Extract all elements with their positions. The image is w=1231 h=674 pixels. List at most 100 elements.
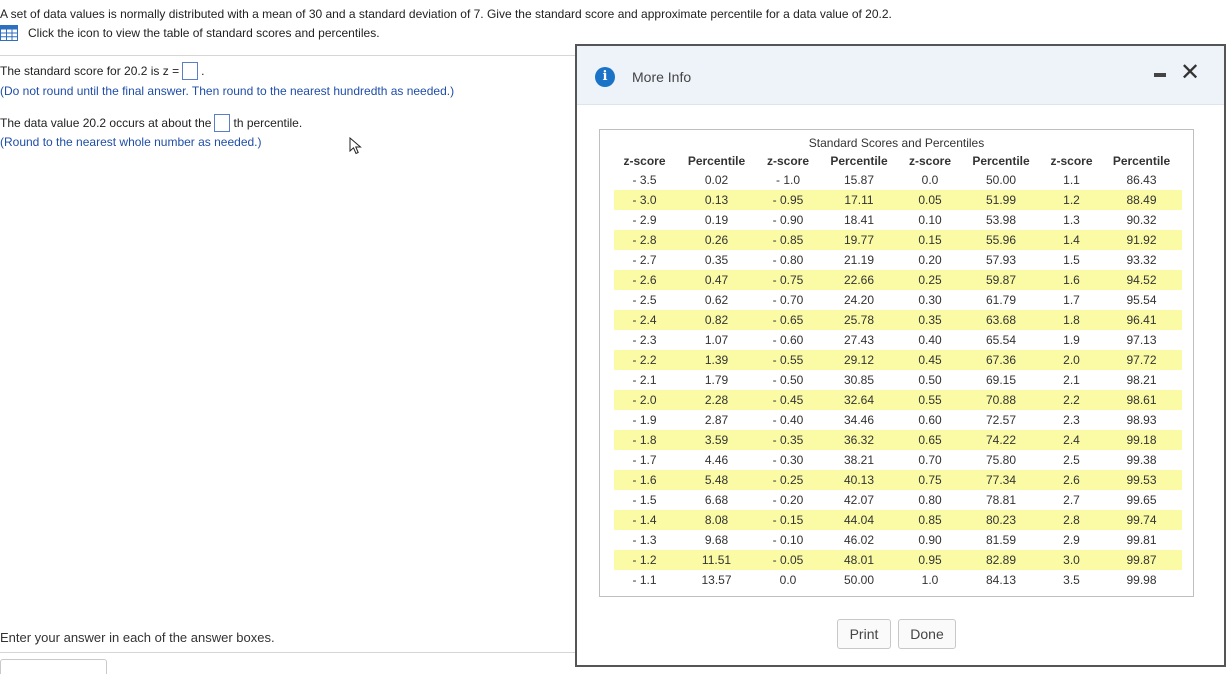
- z-score-cell: - 1.2: [632, 553, 657, 567]
- percentile-cell: 13.57: [701, 573, 732, 587]
- table-row: - 2.7 0.35 - 0.80 21.19 0.20 57.93 1.5 93.32: [614, 250, 1182, 270]
- percentile-cell: 19.77: [843, 233, 875, 247]
- percentile-cell: 74.22: [985, 433, 1017, 447]
- percentile-cell: 2.87: [704, 413, 729, 427]
- percentile-cell: 32.64: [843, 393, 875, 407]
- z-score-cell: - 0.40: [772, 413, 804, 427]
- z-score-cell: - 2.6: [632, 273, 657, 287]
- done-button[interactable]: Done: [898, 619, 956, 649]
- percentile-cell: 84.13: [985, 573, 1017, 587]
- table-link-label[interactable]: Click the icon to view the table of stan…: [28, 26, 380, 40]
- z-score-cell: - 0.35: [772, 433, 804, 447]
- z-score-cell: - 0.70: [772, 293, 804, 307]
- z-score-cell: 0.75: [918, 473, 942, 487]
- z-score-cell: - 0.10: [772, 533, 804, 547]
- z-score-cell: 2.8: [1063, 513, 1080, 527]
- table-row: - 1.7 4.46 - 0.30 38.21 0.70 75.80 2.5 99.38: [614, 450, 1182, 470]
- table-icon[interactable]: [0, 25, 18, 41]
- table-row: - 1.5 6.68 - 0.20 42.07 0.80 78.81 2.7 99.65: [614, 490, 1182, 510]
- header-cell: Percentile: [1112, 153, 1171, 168]
- z-score-cell: 1.4: [1063, 233, 1080, 247]
- table-row: - 2.8 0.26 - 0.85 19.77 0.15 55.96 1.4 91.92: [614, 230, 1182, 250]
- percentile-cell: 88.49: [1126, 193, 1157, 207]
- header-cell: Percentile: [830, 153, 888, 168]
- z-score-answer-box[interactable]: [182, 62, 199, 80]
- percentile-cell: 34.46: [843, 413, 875, 427]
- percentile-cell: 50.00: [843, 573, 875, 587]
- percentile-cell: 11.51: [701, 553, 732, 567]
- table-link[interactable]: Click the icon to view the table of stan…: [0, 25, 380, 41]
- z-score-cell: 1.1: [1063, 173, 1080, 187]
- print-button[interactable]: Print: [837, 619, 891, 649]
- info-icon: i: [595, 67, 615, 87]
- z-score-cell: - 0.90: [772, 213, 804, 227]
- z-score-cell: - 2.5: [632, 293, 657, 307]
- percentile-cell: 98.21: [1126, 373, 1157, 387]
- percentile-cell: 2.28: [704, 393, 729, 407]
- z-score-cell: - 2.7: [632, 253, 657, 267]
- z-score-cell: 3.5: [1063, 573, 1080, 587]
- percentile-cell: 97.72: [1126, 353, 1157, 367]
- header-cell: z-score: [1050, 153, 1093, 168]
- z-score-cell: - 0.15: [772, 513, 804, 527]
- header-cell: z-score: [766, 153, 810, 168]
- percentile-cell: 86.43: [1126, 173, 1157, 187]
- z-score-cell: 1.3: [1063, 213, 1080, 227]
- percentile-cell: 75.80: [985, 453, 1017, 467]
- z-score-cell: - 1.8: [632, 433, 657, 447]
- part1-prefix: The standard score for 20.2 is z =: [0, 64, 180, 78]
- z-score-cell: 1.5: [1063, 253, 1080, 267]
- percentile-cell: 18.41: [843, 213, 875, 227]
- percentile-cell: 53.98: [985, 213, 1017, 227]
- percentile-cell: 91.92: [1126, 233, 1157, 247]
- z-score-cell: 0.40: [918, 333, 942, 347]
- part1-hint: (Do not round until the final answer. Th…: [0, 84, 455, 98]
- dialog-title: More Info: [632, 69, 692, 85]
- z-score-cell: 0.55: [918, 393, 942, 407]
- z-score-cell: - 0.45: [772, 393, 804, 407]
- percentile-cell: 90.32: [1126, 213, 1157, 227]
- percentile-cell: 0.13: [704, 193, 729, 207]
- bottom-tab[interactable]: [0, 659, 107, 674]
- percentile-cell: 81.59: [985, 533, 1017, 547]
- percentile-cell: 27.43: [843, 333, 875, 347]
- z-score-cell: 2.2: [1063, 393, 1080, 407]
- z-score-cell: - 0.80: [772, 253, 804, 267]
- z-score-cell: 0.05: [918, 193, 942, 207]
- percentile-cell: 29.12: [843, 353, 875, 367]
- percentile-cell: 61.79: [985, 293, 1017, 307]
- footer-instruction: Enter your answer in each of the answer …: [0, 630, 275, 645]
- part2-line: The data value 20.2 occurs at about the …: [0, 114, 302, 132]
- z-score-cell: - 3.0: [632, 193, 657, 207]
- z-score-cell: - 1.0: [775, 173, 800, 187]
- z-score-cell: 0.65: [918, 433, 942, 447]
- z-score-cell: 1.0: [921, 573, 939, 587]
- percentile-cell: 24.20: [843, 293, 875, 307]
- z-score-cell: 3.0: [1063, 553, 1080, 567]
- percentile-cell: 48.01: [843, 553, 875, 567]
- percentile-cell: 82.89: [985, 553, 1017, 567]
- percentile-cell: 51.99: [985, 193, 1017, 207]
- table-row: - 2.4 0.82 - 0.65 25.78 0.35 63.68 1.8 96.41: [614, 310, 1182, 330]
- z-score-cell: - 1.4: [632, 513, 657, 527]
- percentile-cell: 55.96: [985, 233, 1017, 247]
- z-score-cell: - 0.05: [772, 553, 804, 567]
- z-score-cell: 2.6: [1063, 473, 1080, 487]
- z-score-cell: 1.6: [1063, 273, 1080, 287]
- z-score-cell: - 0.85: [772, 233, 804, 247]
- table-row: - 2.3 1.07 - 0.60 27.43 0.40 65.54 1.9 97.13: [614, 330, 1182, 350]
- percentile-cell: 0.26: [704, 233, 729, 247]
- z-score-cell: 1.7: [1063, 293, 1080, 307]
- percentile-cell: 22.66: [843, 273, 875, 287]
- percentile-answer-box[interactable]: [214, 114, 231, 132]
- close-icon[interactable]: ✕: [1180, 58, 1201, 86]
- percentile-cell: 0.02: [704, 173, 729, 187]
- question-text: A set of data values is normally distrib…: [0, 7, 892, 21]
- z-score-cell: 0.0: [779, 573, 797, 587]
- z-score-cell: 0.10: [918, 213, 942, 227]
- percentile-cell: 98.93: [1126, 413, 1157, 427]
- z-score-cell: - 1.9: [632, 413, 657, 427]
- z-score-cell: - 1.6: [632, 473, 657, 487]
- minimize-icon[interactable]: [1154, 73, 1166, 77]
- percentile-cell: 1.07: [704, 333, 729, 347]
